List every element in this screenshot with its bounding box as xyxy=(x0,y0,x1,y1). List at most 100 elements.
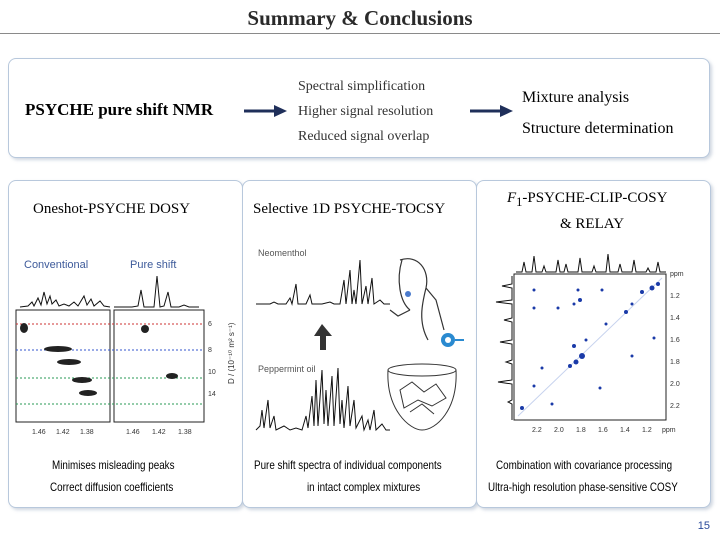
cosy-title-main: -PSYCHE-CLIP-COSY xyxy=(522,190,668,206)
dosy-conventional-spectrum xyxy=(19,291,111,308)
benefit-item: Higher signal resolution xyxy=(298,104,434,119)
dosy-figure: Conventional Pure shift 6 8 10 14 D / (1… xyxy=(15,259,236,436)
dosy-x-tick: 1.38 xyxy=(178,429,192,436)
dosy-y-tick: 10 xyxy=(208,369,216,376)
tocsy-neomenthol-spectrum xyxy=(256,259,390,306)
cosy-peak xyxy=(573,359,579,365)
cosy-caption-2: Ultra-high resolution phase-sensitive CO… xyxy=(488,480,678,494)
cosy-y-tick: 1.2 xyxy=(670,293,680,300)
cosy-peak xyxy=(578,298,582,302)
application-item: Structure determination xyxy=(522,120,674,137)
tocsy-figure: Neomenthol Peppermint oil xyxy=(255,248,464,432)
cosy-x-tick: 1.4 xyxy=(620,427,630,434)
cosy-y-tick: 2.2 xyxy=(670,403,680,410)
dosy-y-tick: 6 xyxy=(208,321,212,328)
cosy-peak xyxy=(540,366,544,370)
cosy-top-projection xyxy=(516,253,666,273)
cosy-title-prefix: F xyxy=(507,190,517,206)
page-number: 15 xyxy=(697,520,710,532)
cosy-title: F1-PSYCHE-CLIP-COSY xyxy=(507,190,667,210)
neomenthol-molecule xyxy=(389,258,445,341)
dosy-title: Oneshot-PSYCHE DOSY xyxy=(33,201,191,217)
cosy-plot-frame xyxy=(513,273,667,421)
tocsy-label-peppermint: Peppermint oil xyxy=(258,364,316,374)
cosy-peak xyxy=(576,288,580,292)
cosy-peak xyxy=(630,354,634,358)
cosy-peak xyxy=(640,290,644,294)
title-divider xyxy=(0,33,720,34)
cosy-x-tick: 1.6 xyxy=(598,427,608,434)
dosy-x-tick: 1.38 xyxy=(80,429,94,436)
cosy-diagonal xyxy=(517,277,663,417)
dosy-peak xyxy=(141,325,149,333)
dosy-x-tick: 1.42 xyxy=(56,429,70,436)
dosy-peak xyxy=(57,359,81,365)
dosy-peak xyxy=(72,377,92,383)
cosy-x-unit: ppm xyxy=(662,427,676,434)
slide-title: Summary & Conclusions xyxy=(247,6,473,30)
dosy-y-tick: 8 xyxy=(208,347,212,354)
cosy-peak xyxy=(532,306,536,310)
tocsy-caption-2: in intact complex mixtures xyxy=(307,480,421,494)
cosy-peak xyxy=(532,384,536,388)
cosy-peak xyxy=(520,406,524,410)
cosy-peak xyxy=(656,282,660,286)
tocsy-title: Selective 1D PSYCHE-TOCSY xyxy=(253,201,446,217)
benefit-item: Reduced signal overlap xyxy=(298,129,430,144)
cosy-peak xyxy=(572,302,576,306)
cosy-peak xyxy=(652,336,656,340)
tocsy-label-neomenthol: Neomenthol xyxy=(258,248,307,258)
cosy-left-projection xyxy=(495,276,513,420)
cosy-y-tick: 1.8 xyxy=(670,359,680,366)
dosy-x-tick: 1.46 xyxy=(32,429,46,436)
cosy-x-tick: 1.2 xyxy=(642,427,652,434)
dosy-pure-shift-spectrum xyxy=(114,275,199,308)
application-item: Mixture analysis xyxy=(522,89,630,106)
benefit-item: Spectral simplification xyxy=(298,79,426,94)
dosy-label-pure-shift: Pure shift xyxy=(130,259,176,271)
dosy-y-axis-label: D / (10⁻¹⁰ m² s⁻¹) xyxy=(227,322,236,384)
molecule-atom xyxy=(405,291,411,297)
bowl-icon xyxy=(387,363,457,431)
tocsy-panel xyxy=(242,180,477,508)
cosy-y-tick: 1.6 xyxy=(670,337,680,344)
cosy-peak xyxy=(556,306,560,310)
dosy-caption-1: Minimises misleading peaks xyxy=(52,458,175,472)
cosy-figure: ppm 1.2 1.4 1.6 1.8 2.0 2.2 2.2 2.0 1.8 … xyxy=(495,253,684,434)
cosy-cross-peaks xyxy=(520,282,660,410)
dosy-label-conventional: Conventional xyxy=(24,259,88,271)
dosy-x-tick: 1.46 xyxy=(126,429,140,436)
cosy-peak xyxy=(579,353,585,359)
summary-box xyxy=(8,58,710,158)
cosy-title-line2: & RELAY xyxy=(560,216,625,232)
dosy-peak xyxy=(20,323,28,333)
selection-marker-center xyxy=(445,337,451,343)
dosy-caption-2: Correct diffusion coefficients xyxy=(50,480,174,494)
cosy-y-tick: 2.0 xyxy=(670,381,680,388)
cosy-peak xyxy=(604,322,608,326)
cosy-peak xyxy=(584,338,588,342)
cosy-y-tick: 1.4 xyxy=(670,315,680,322)
cosy-peak xyxy=(630,302,634,306)
cosy-x-tick: 2.0 xyxy=(554,427,564,434)
cosy-peak xyxy=(568,364,572,368)
cosy-title-subscript: 1 xyxy=(516,195,523,209)
cosy-peak xyxy=(532,288,536,292)
dosy-x-tick: 1.42 xyxy=(152,429,166,436)
cosy-peak xyxy=(550,402,554,406)
arrow-right-icon xyxy=(470,105,513,117)
dosy-plot-frame-left xyxy=(15,309,111,423)
dosy-peak xyxy=(79,390,97,396)
cosy-x-tick: 1.8 xyxy=(576,427,586,434)
cosy-peak xyxy=(598,386,602,390)
cosy-peak xyxy=(600,288,604,292)
cosy-peak xyxy=(572,344,576,348)
dosy-plot-frame-right xyxy=(113,309,205,423)
dosy-peak xyxy=(44,346,72,352)
tocsy-peppermint-spectrum xyxy=(255,367,390,432)
cosy-peak xyxy=(624,310,628,314)
method-label: PSYCHE pure shift NMR xyxy=(25,100,214,119)
up-arrow-icon xyxy=(314,324,332,350)
dosy-peak xyxy=(166,373,178,379)
cosy-peak xyxy=(649,285,655,291)
